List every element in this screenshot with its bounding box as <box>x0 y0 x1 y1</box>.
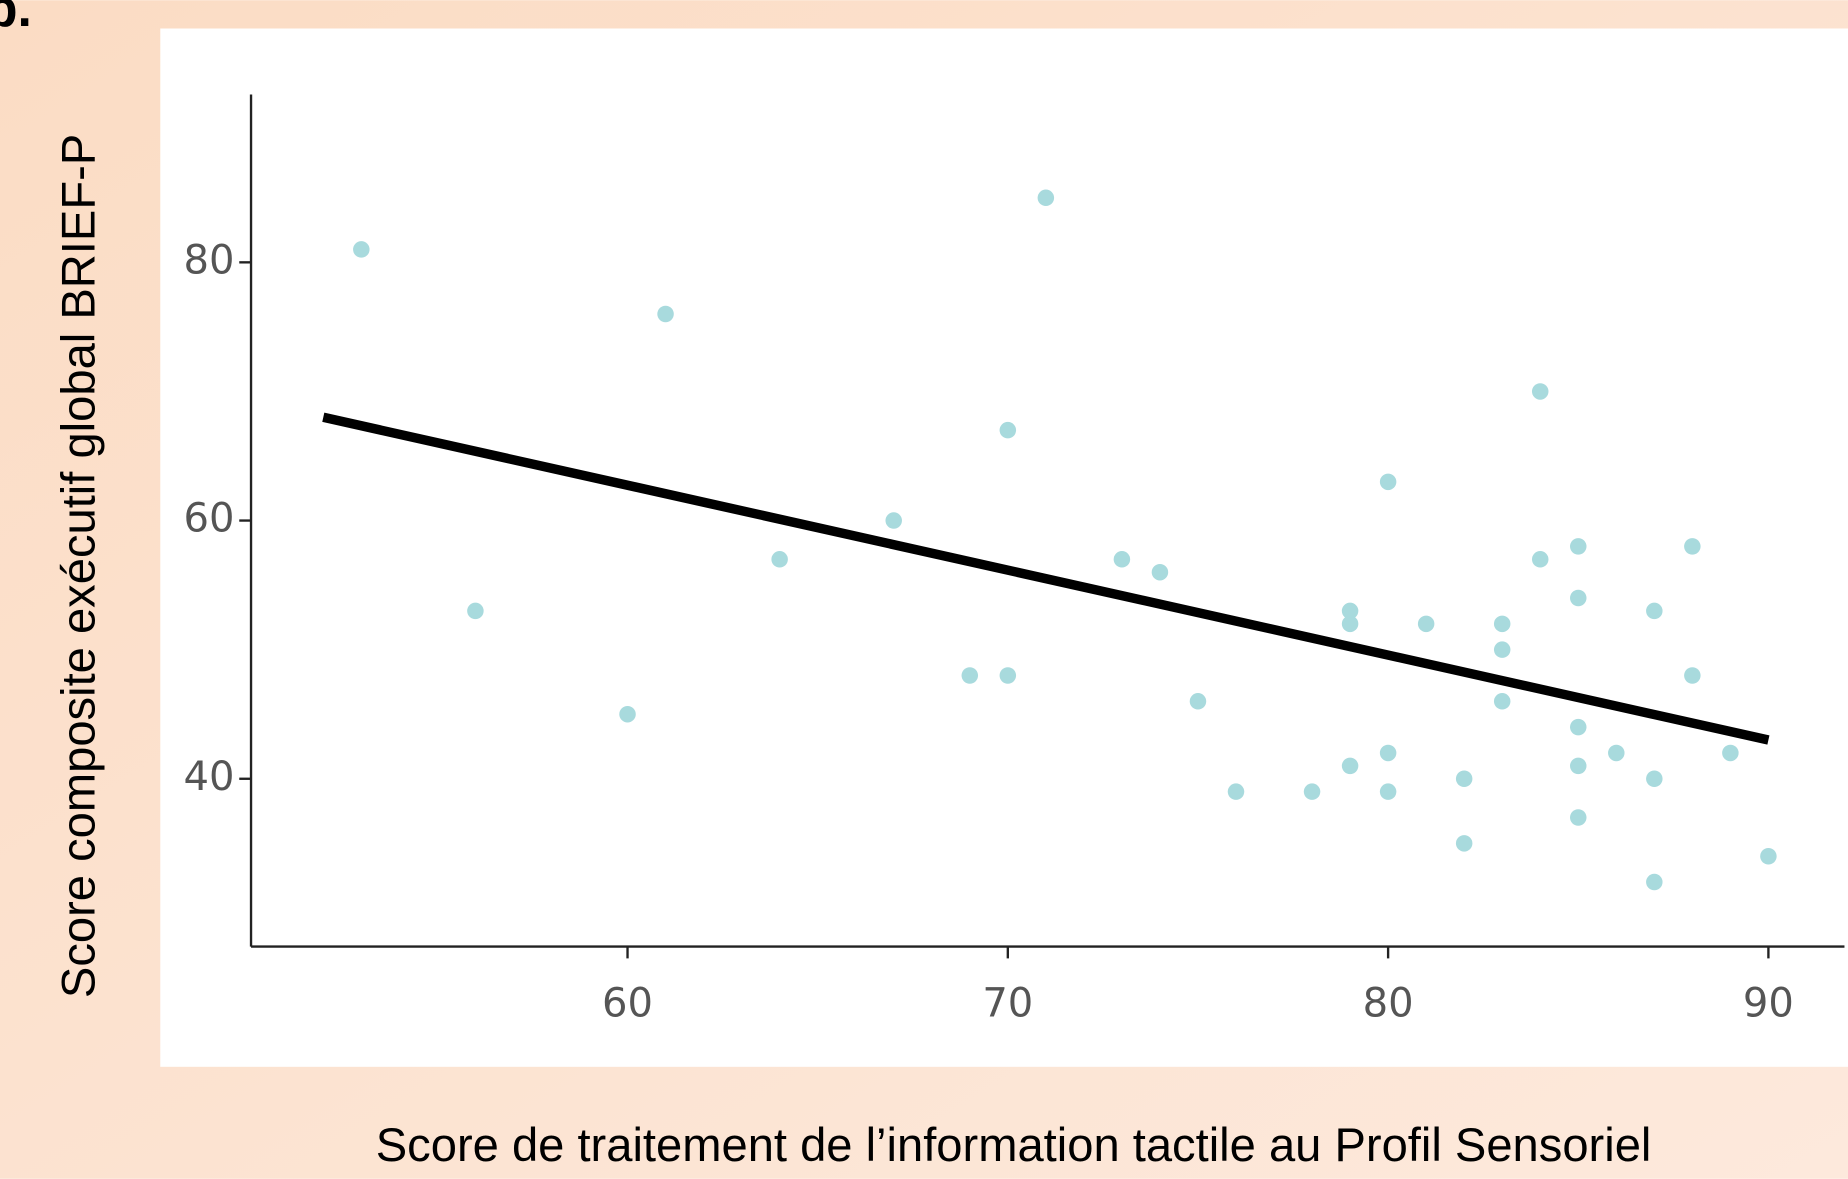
point <box>1570 718 1587 736</box>
point <box>1646 770 1663 788</box>
x-tick-label: 90 <box>1743 981 1794 1027</box>
point <box>1531 383 1549 400</box>
point <box>1570 538 1587 555</box>
point <box>1379 473 1397 491</box>
point <box>1379 783 1397 800</box>
point <box>619 705 636 723</box>
point <box>1646 873 1663 891</box>
point <box>1227 783 1245 800</box>
point <box>1341 602 1359 620</box>
point <box>1303 783 1321 800</box>
point <box>1037 189 1055 207</box>
point <box>999 421 1017 439</box>
point <box>1760 847 1777 865</box>
point <box>1570 809 1587 826</box>
point <box>1417 615 1435 633</box>
trend-line <box>322 412 1770 745</box>
point <box>1608 744 1625 762</box>
y-tick-label: 80 <box>184 237 235 283</box>
point <box>771 551 788 568</box>
point <box>1570 589 1587 607</box>
x-tick-label: 80 <box>1363 981 1414 1027</box>
point <box>657 305 674 323</box>
point <box>999 667 1017 684</box>
point <box>1570 757 1587 775</box>
y-tick-label: 40 <box>184 754 235 800</box>
point <box>1341 615 1359 633</box>
point <box>1531 551 1549 568</box>
panel-label: b. <box>0 0 32 37</box>
point <box>467 602 484 620</box>
plot-panel <box>160 28 1848 1067</box>
x-tick-label: 70 <box>982 981 1033 1027</box>
y-axis-title: Score composite exécutif global BRIEF-P <box>51 134 104 998</box>
point <box>1189 693 1207 710</box>
point <box>1493 693 1511 710</box>
point <box>961 667 979 684</box>
point <box>1684 538 1701 555</box>
point <box>1151 563 1169 581</box>
point <box>1455 835 1473 852</box>
point <box>1722 744 1739 762</box>
point <box>1113 551 1131 568</box>
point <box>1493 641 1511 658</box>
point <box>1341 757 1359 775</box>
point <box>1379 744 1397 762</box>
x-tick-label: 60 <box>602 981 653 1027</box>
point <box>885 512 902 529</box>
point <box>1455 770 1473 788</box>
point <box>1493 615 1511 633</box>
point <box>1646 602 1663 620</box>
point <box>353 241 370 258</box>
y-tick-label: 60 <box>184 496 235 542</box>
point <box>1684 667 1701 684</box>
x-axis-title: Score de traitement de l’information tac… <box>376 1118 1652 1171</box>
